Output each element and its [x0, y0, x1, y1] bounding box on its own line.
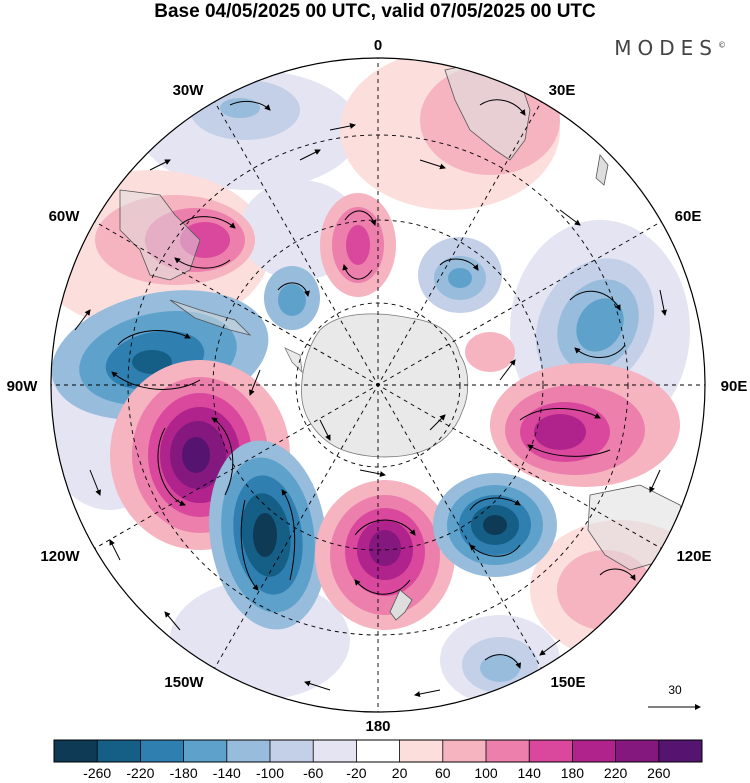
colorbar-swatch — [140, 740, 185, 762]
map-boundary — [50, 57, 706, 713]
label-lon-150w: 150W — [164, 674, 204, 691]
label-lon-60e: 60E — [675, 208, 702, 225]
colorbar-tick-label: 100 — [474, 765, 498, 781]
colorbar-tick-label: 260 — [647, 765, 671, 781]
colorbar-tick-label: 140 — [518, 765, 542, 781]
colorbar-swatch — [529, 740, 573, 762]
label-lon-150e: 150E — [550, 674, 585, 691]
label-lon-180: 180 — [365, 718, 390, 735]
colorbar-tick-label: -100 — [256, 765, 284, 781]
map-field — [51, 58, 705, 712]
colorbar-swatch — [399, 740, 444, 762]
colorbar-swatch — [442, 740, 487, 762]
label-lon-0: 0 — [374, 37, 382, 54]
brand-name: MODES — [614, 36, 718, 60]
colorbar-swatch — [97, 740, 141, 762]
reference-vector-label: 30 — [668, 683, 682, 697]
longitude-labels: 0 30E 60E 90E 120E 150E 180 150W 120W 90… — [7, 37, 748, 735]
colorbar-tick-label: -140 — [213, 765, 241, 781]
colorbar-swatch — [356, 740, 401, 762]
colorbar-tick-label: -60 — [303, 765, 323, 781]
colorbar-tick-label: -220 — [126, 765, 154, 781]
colorbar-swatch — [572, 740, 617, 762]
reference-vector: 30 — [648, 683, 701, 710]
colorbar-swatch — [54, 740, 98, 762]
colorbar-tick-label: 20 — [392, 765, 408, 781]
colorbar-swatch — [183, 740, 228, 762]
label-lon-120w: 120W — [40, 548, 80, 565]
colorbar-border — [53, 739, 703, 763]
colorbar-swatch — [313, 740, 357, 762]
colorbar-tick-label: 220 — [604, 765, 628, 781]
modes-logo: MODES© — [614, 36, 726, 60]
label-lon-90e: 90E — [721, 378, 748, 395]
label-lon-30e: 30E — [549, 82, 576, 99]
label-lon-120e: 120E — [676, 548, 711, 565]
label-lon-30w: 30W — [173, 82, 205, 99]
colorbar-swatch — [226, 740, 271, 762]
colorbar-swatch — [270, 740, 314, 762]
colorbar: -260 -220 -180 -140 -100 -60 -20 20 60 100 140 180 2… — [53, 739, 703, 781]
graticule — [51, 58, 705, 712]
colorbar-tick-label: -180 — [170, 765, 198, 781]
colorbar-swatch — [486, 740, 530, 762]
colorbar-tick-label: 180 — [561, 765, 585, 781]
colorbar-tick-label: 60 — [435, 765, 451, 781]
colorbar-swatch — [615, 740, 660, 762]
colorbar-swatch — [658, 740, 703, 762]
colorbar-tick-label: -260 — [83, 765, 111, 781]
brand-mark: © — [718, 40, 726, 50]
label-lon-90w: 90W — [7, 378, 39, 395]
map-title: Base 04/05/2025 00 UTC, valid 07/05/2025… — [154, 1, 596, 22]
label-lon-60w: 60W — [49, 208, 81, 225]
colorbar-tick-label: -20 — [346, 765, 366, 781]
